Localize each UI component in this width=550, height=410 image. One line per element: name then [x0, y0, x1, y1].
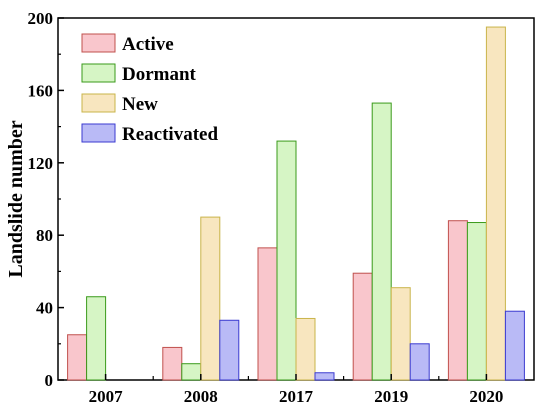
x-tick-label: 2007 — [89, 387, 124, 406]
y-tick-label: 160 — [28, 81, 54, 100]
bar-new-2008 — [200, 216, 221, 381]
bar-active-2020 — [447, 220, 468, 381]
bar-new-2019 — [390, 287, 411, 381]
x-tick-label: 2019 — [374, 387, 408, 406]
legend: Active Dormant New Reactivated — [81, 33, 218, 145]
legend-label-reactivated: Reactivated — [122, 124, 218, 145]
y-tick-label: 40 — [36, 299, 53, 318]
legend-swatch-reactivated — [81, 123, 116, 143]
x-tick-label: 2020 — [469, 387, 503, 406]
x-tick-label: 2008 — [184, 387, 218, 406]
y-tick-label: 80 — [36, 226, 53, 245]
legend-swatch-dormant — [81, 63, 116, 83]
y-axis-title: Landslide number — [5, 120, 27, 277]
bar-reactivated-2020 — [504, 310, 525, 381]
bar-reactivated-2017 — [314, 372, 335, 381]
legend-swatch-new — [81, 93, 116, 113]
legend-label-dormant: Dormant — [122, 64, 197, 85]
bar-new-2020 — [485, 26, 506, 381]
bar-new-2017 — [295, 317, 316, 381]
bar-dormant-2007 — [86, 296, 107, 381]
bar-active-2008 — [162, 346, 183, 381]
legend-swatch-active — [81, 33, 116, 53]
x-tick-label: 2017 — [279, 387, 314, 406]
bar-active-2017 — [257, 247, 278, 381]
bar-dormant-2019 — [371, 102, 392, 381]
axes-layer: 2007 2008 2017 2019 2020 0 40 80 120 160 200 — [28, 9, 504, 406]
bar-dormant-2008 — [181, 363, 202, 381]
bar-dormant-2017 — [276, 140, 297, 381]
bar-active-2007 — [67, 334, 88, 381]
legend-label-new: New — [122, 94, 158, 115]
bar-reactivated-2008 — [219, 319, 240, 381]
y-tick-label: 0 — [45, 371, 54, 390]
bars-layer — [67, 26, 525, 381]
y-tick-label: 120 — [28, 154, 54, 173]
bar-dormant-2020 — [466, 222, 487, 381]
y-tick-label: 200 — [28, 9, 54, 28]
bar-active-2019 — [352, 272, 373, 381]
legend-label-active: Active — [122, 34, 174, 55]
bar-reactivated-2019 — [409, 343, 430, 381]
